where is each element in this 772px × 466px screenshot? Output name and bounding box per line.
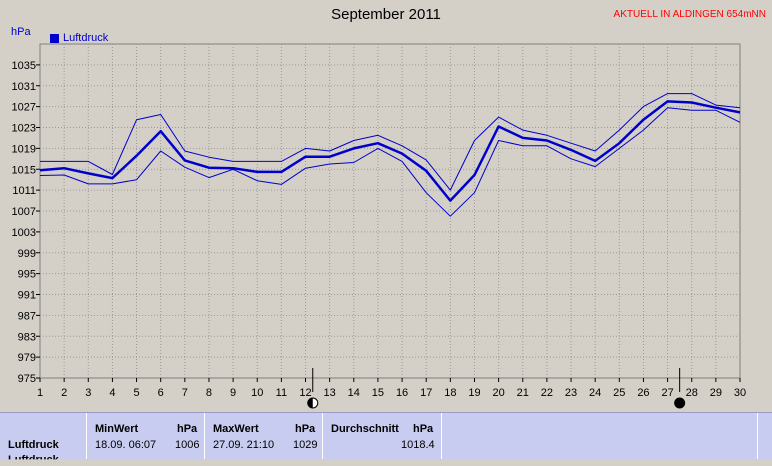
y-tick-label: 983 [18,331,36,343]
y-tick-label: 987 [18,310,36,322]
legend-swatch [50,33,59,43]
x-tick-label: 20 [492,387,504,399]
y-tick-label: 1003 [12,227,36,239]
chart-canvas: 9759799839879919959991003100710111015101… [12,43,746,409]
x-tick-label: 13 [324,387,336,399]
series-line-mean [39,100,741,202]
series-line-min [39,107,741,217]
x-tick-label: 6 [158,387,164,399]
stats-min-header: MinWert [95,423,139,435]
y-tick-label: 995 [18,269,36,281]
x-tick-label: 7 [182,387,188,399]
stats-max-unit: hPa [295,423,316,435]
x-tick-label: 15 [372,387,384,399]
y-tick-label: 1023 [12,123,36,135]
x-tick-label: 18 [444,387,456,399]
y-tick-label: 1027 [12,102,36,114]
x-tick-label: 28 [686,387,698,399]
stats-max-date: 27.09. 21:10 [213,439,275,451]
x-tick-label: 9 [230,387,236,399]
x-tick-label: 21 [517,387,529,399]
legend-label: Luftdruck [63,32,109,44]
y-tick-label: 1011 [12,185,36,197]
series-line-max [40,93,741,191]
x-tick-label: 24 [589,387,601,399]
x-tick-label: 10 [251,387,263,399]
stats-row-label: Luftdruck [8,439,59,451]
y-tick-label: 975 [18,373,36,385]
new-moon-icon [674,397,686,409]
x-tick-label: 22 [541,387,553,399]
stats-min-unit: hPa [177,423,198,435]
stats-avg-value: 1018.4 [401,439,435,451]
y-tick-label: 1031 [12,81,36,93]
stats-min-cell: MinWert hPa 18.09. 06:07 1006 [86,413,205,459]
x-tick-label: 17 [420,387,432,399]
y-tick-label: 999 [18,248,36,260]
location-label: AKTUELL IN ALDINGEN 654mNN [613,9,766,20]
stats-avg-unit: hPa [413,423,434,435]
y-tick-label: 1035 [12,60,36,72]
stats-end-cell [757,413,772,459]
x-tick-label: 16 [396,387,408,399]
x-tick-label: 29 [710,387,722,399]
stats-avg-header: Durchschnitt [331,423,399,435]
x-tick-label: 3 [85,387,91,399]
x-tick-label: 12 [299,387,311,399]
x-tick-label: 26 [637,387,649,399]
x-tick-label: 27 [661,387,673,399]
x-tick-label: 4 [109,387,115,399]
stats-min-date: 18.09. 06:07 [95,439,157,451]
x-tick-label: 14 [348,387,360,399]
chart-title: September 2011 [331,6,441,23]
x-tick-label: 19 [468,387,480,399]
y-tick-label: 1007 [12,206,36,218]
stats-avg-cell: Durchschnitt hPa 1018.4 [322,413,442,459]
x-tick-label: 23 [565,387,577,399]
stats-panel: Luftdruck Luftdruck MinWert hPa 18.09. 0… [0,412,772,459]
x-tick-label: 11 [276,387,287,399]
stats-max-cell: MaxWert hPa 27.09. 21:10 1029 [204,413,323,459]
moon-phase-shade [307,398,313,408]
x-tick-label: 8 [206,387,212,399]
y-tick-label: 991 [18,290,36,302]
y-tick-label: 979 [18,352,36,364]
x-tick-label: 2 [61,387,67,399]
x-tick-label: 30 [734,387,746,399]
stats-min-value: 1006 [175,439,200,451]
x-tick-label: 5 [133,387,139,399]
y-tick-label: 1019 [12,143,36,155]
unit-label: hPa [11,26,31,38]
y-tick-label: 1015 [12,164,36,176]
plot-area [39,43,741,379]
x-tick-label: 1 [37,387,43,399]
x-tick-label: 25 [613,387,625,399]
stats-max-value: 1029 [293,439,318,451]
stats-max-header: MaxWert [213,423,259,435]
stats-row-label-next: Luftdruck [8,454,59,466]
legend: Luftdruck [50,32,108,44]
